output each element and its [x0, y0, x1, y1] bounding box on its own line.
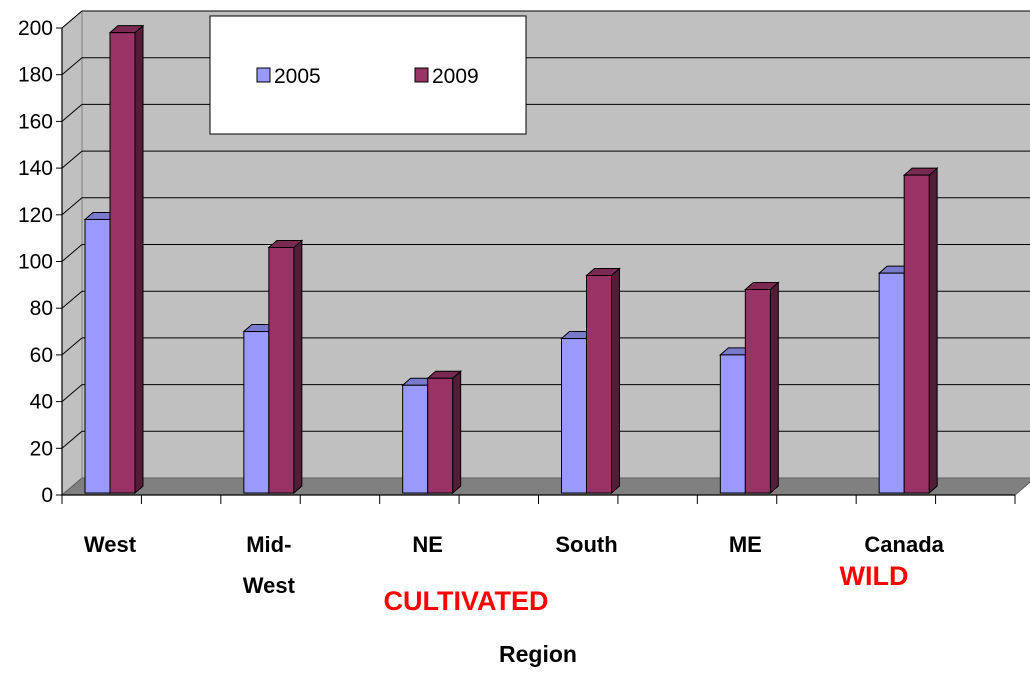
bar-2009-west [108, 24, 145, 495]
bar-front [744, 289, 771, 494]
x-tick-label: Mid-West [243, 532, 296, 598]
y-tick-label: 80 [30, 297, 53, 320]
gridline-side [61, 384, 83, 402]
bar-side [134, 24, 144, 495]
x-axis-label: Region [499, 641, 577, 667]
bar-side [769, 281, 779, 495]
bar-front [586, 275, 612, 494]
x-axis-tick-labels: West Mid-West NE South ME Canada [84, 532, 945, 598]
bar-2009-south [585, 267, 621, 495]
gridline-side [61, 337, 83, 356]
bar-front [243, 331, 270, 494]
gridline-side [61, 150, 83, 169]
x-tick-label: ME [729, 532, 762, 557]
bar-2009-canada [902, 167, 939, 495]
bars [83, 24, 939, 495]
bar-side [928, 167, 938, 495]
y-axis-tick-labels: 0 20 40 60 80 100 120 140 160 180 200 [18, 17, 53, 507]
bar-side [611, 267, 620, 495]
gridline-side [61, 10, 83, 29]
x-tick-label: Canada [864, 532, 944, 557]
bar-front [427, 377, 454, 494]
bar-front [84, 218, 111, 494]
axes [56, 27, 1016, 504]
legend-swatch-2005 [256, 67, 271, 83]
bar-side [452, 370, 462, 495]
y-tick-label: 180 [18, 64, 53, 87]
y-tick-label: 160 [18, 110, 53, 133]
bar-2009-ne [426, 370, 462, 495]
x-tick-label: West [84, 532, 137, 557]
y-tick-label: 120 [18, 204, 53, 227]
legend: 2005 2009 [209, 15, 527, 135]
y-tick-label: 0 [41, 484, 53, 507]
gridline-side [61, 197, 83, 216]
y-tick-label: 100 [18, 251, 53, 274]
bar-front [719, 354, 746, 494]
legend-swatch-2009 [414, 67, 429, 83]
bar-front [402, 384, 429, 494]
bar-front [268, 246, 295, 494]
y-tick-label: 140 [18, 157, 53, 180]
y-tick-label: 60 [30, 344, 53, 367]
legend-label-2005: 2005 [274, 65, 321, 88]
legend-label-2009: 2009 [432, 65, 479, 88]
x-tick-label: NE [412, 532, 443, 557]
annotation-cultivated: CULTIVATED [384, 586, 549, 616]
y-tick-label: 20 [30, 437, 53, 460]
y-tick-label: 40 [30, 391, 53, 414]
x-tick-label: South [555, 532, 617, 557]
gridline-side [61, 430, 83, 449]
gridline-side [61, 104, 83, 122]
bar-2009-me [744, 281, 780, 495]
y-tick-label: 200 [18, 17, 53, 40]
bar-2009-midwest [267, 239, 304, 495]
bar-front [903, 174, 930, 494]
gridline-side [61, 290, 83, 309]
bar-front [878, 272, 905, 494]
annotation-wild: WILD [840, 561, 909, 591]
bar-front [561, 338, 587, 494]
gridline-side [61, 57, 83, 76]
gridline-side [61, 244, 83, 262]
bar-front [109, 32, 136, 494]
bar-side [293, 239, 303, 495]
